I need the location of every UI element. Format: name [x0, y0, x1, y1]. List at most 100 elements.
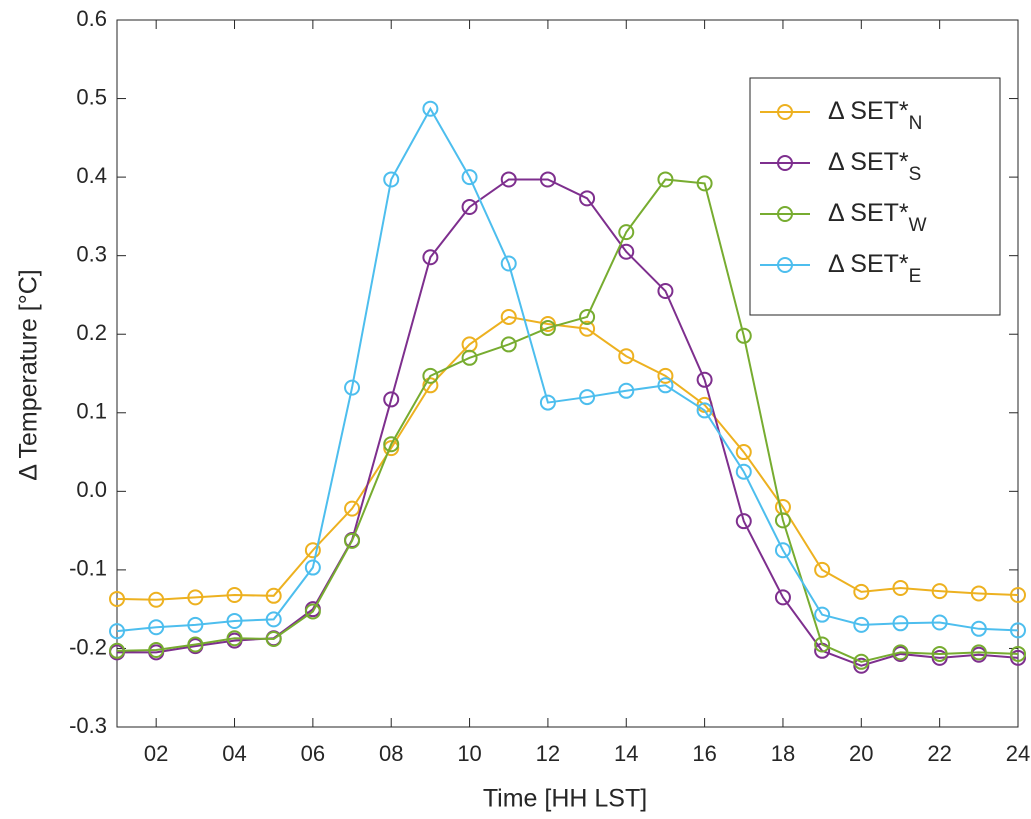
marker [226, 612, 243, 629]
marker [148, 591, 165, 608]
y-tick-label: 0.3 [76, 241, 107, 266]
y-tick-label: 0.6 [76, 6, 107, 31]
marker [892, 644, 909, 661]
x-tick-label: 22 [927, 741, 951, 766]
marker [226, 630, 243, 647]
marker [383, 171, 400, 188]
marker [539, 171, 556, 188]
marker [696, 175, 713, 192]
marker [735, 513, 752, 530]
y-tick-label: 0.2 [76, 320, 107, 345]
x-tick-label: 12 [536, 741, 560, 766]
legend-box [749, 77, 1001, 316]
marker [1010, 645, 1026, 662]
marker [774, 589, 791, 606]
marker [579, 320, 596, 337]
marker [931, 614, 948, 631]
legend-label: Δ SET*E [828, 250, 921, 287]
marker [500, 336, 517, 353]
marker [657, 283, 674, 300]
marker [931, 583, 948, 600]
marker [265, 611, 282, 628]
marker [265, 631, 282, 648]
y-axis-label: Δ Temperature [°C] [15, 269, 43, 481]
marker [853, 657, 870, 674]
y-tick-label: -0.3 [69, 713, 107, 738]
marker [657, 367, 674, 384]
y-tick-label: -0.2 [69, 634, 107, 659]
x-tick-label: 18 [771, 741, 795, 766]
marker [853, 583, 870, 600]
marker [931, 645, 948, 662]
legend-marker [777, 257, 793, 273]
x-tick-label: 24 [1006, 741, 1030, 766]
marker [187, 636, 204, 653]
marker [657, 377, 674, 394]
legend-label: Δ SET*W [828, 199, 927, 236]
marker [618, 224, 635, 241]
marker [892, 615, 909, 632]
marker [1010, 587, 1026, 604]
marker [422, 249, 439, 266]
marker [304, 542, 321, 559]
marker [539, 394, 556, 411]
marker [148, 619, 165, 636]
marker [892, 579, 909, 596]
marker [774, 542, 791, 559]
marker [422, 100, 439, 117]
marker [109, 642, 125, 659]
marker [109, 590, 125, 607]
marker [735, 327, 752, 344]
x-tick-label: 16 [692, 741, 716, 766]
x-tick-label: 06 [301, 741, 325, 766]
marker [500, 171, 517, 188]
x-tick-label: 02 [144, 741, 168, 766]
marker [1010, 622, 1026, 639]
marker [931, 649, 948, 666]
marker [539, 316, 556, 333]
x-tick-label: 14 [614, 741, 638, 766]
marker [618, 382, 635, 399]
marker [304, 603, 321, 620]
marker [187, 589, 204, 606]
x-tick-label: 08 [379, 741, 403, 766]
x-tick-label: 20 [849, 741, 873, 766]
marker [109, 623, 125, 640]
marker [539, 319, 556, 336]
marker [500, 308, 517, 325]
x-tick-label: 10 [457, 741, 481, 766]
legend-marker [777, 155, 793, 171]
marker [814, 606, 831, 623]
marker [383, 436, 400, 453]
marker [383, 440, 400, 457]
marker [696, 402, 713, 419]
y-tick-label: 0.0 [76, 477, 107, 502]
marker [657, 171, 674, 188]
marker [853, 616, 870, 633]
legend-marker [777, 206, 793, 222]
y-tick-label: 0.4 [76, 163, 107, 188]
marker [853, 653, 870, 670]
marker [579, 190, 596, 207]
marker [618, 243, 635, 260]
marker [618, 348, 635, 365]
marker [814, 636, 831, 653]
marker [500, 255, 517, 272]
marker [344, 379, 361, 396]
marker [344, 532, 361, 549]
marker [344, 500, 361, 517]
marker [422, 367, 439, 384]
marker [226, 587, 243, 604]
marker [265, 587, 282, 604]
marker [461, 169, 478, 186]
marker [970, 585, 987, 602]
marker [970, 644, 987, 661]
marker [148, 642, 165, 659]
marker [187, 616, 204, 633]
legend-marker [777, 104, 793, 120]
marker [735, 463, 752, 480]
y-tick-label: 0.5 [76, 84, 107, 109]
legend-label: Δ SET*S [828, 148, 921, 185]
marker [579, 389, 596, 406]
